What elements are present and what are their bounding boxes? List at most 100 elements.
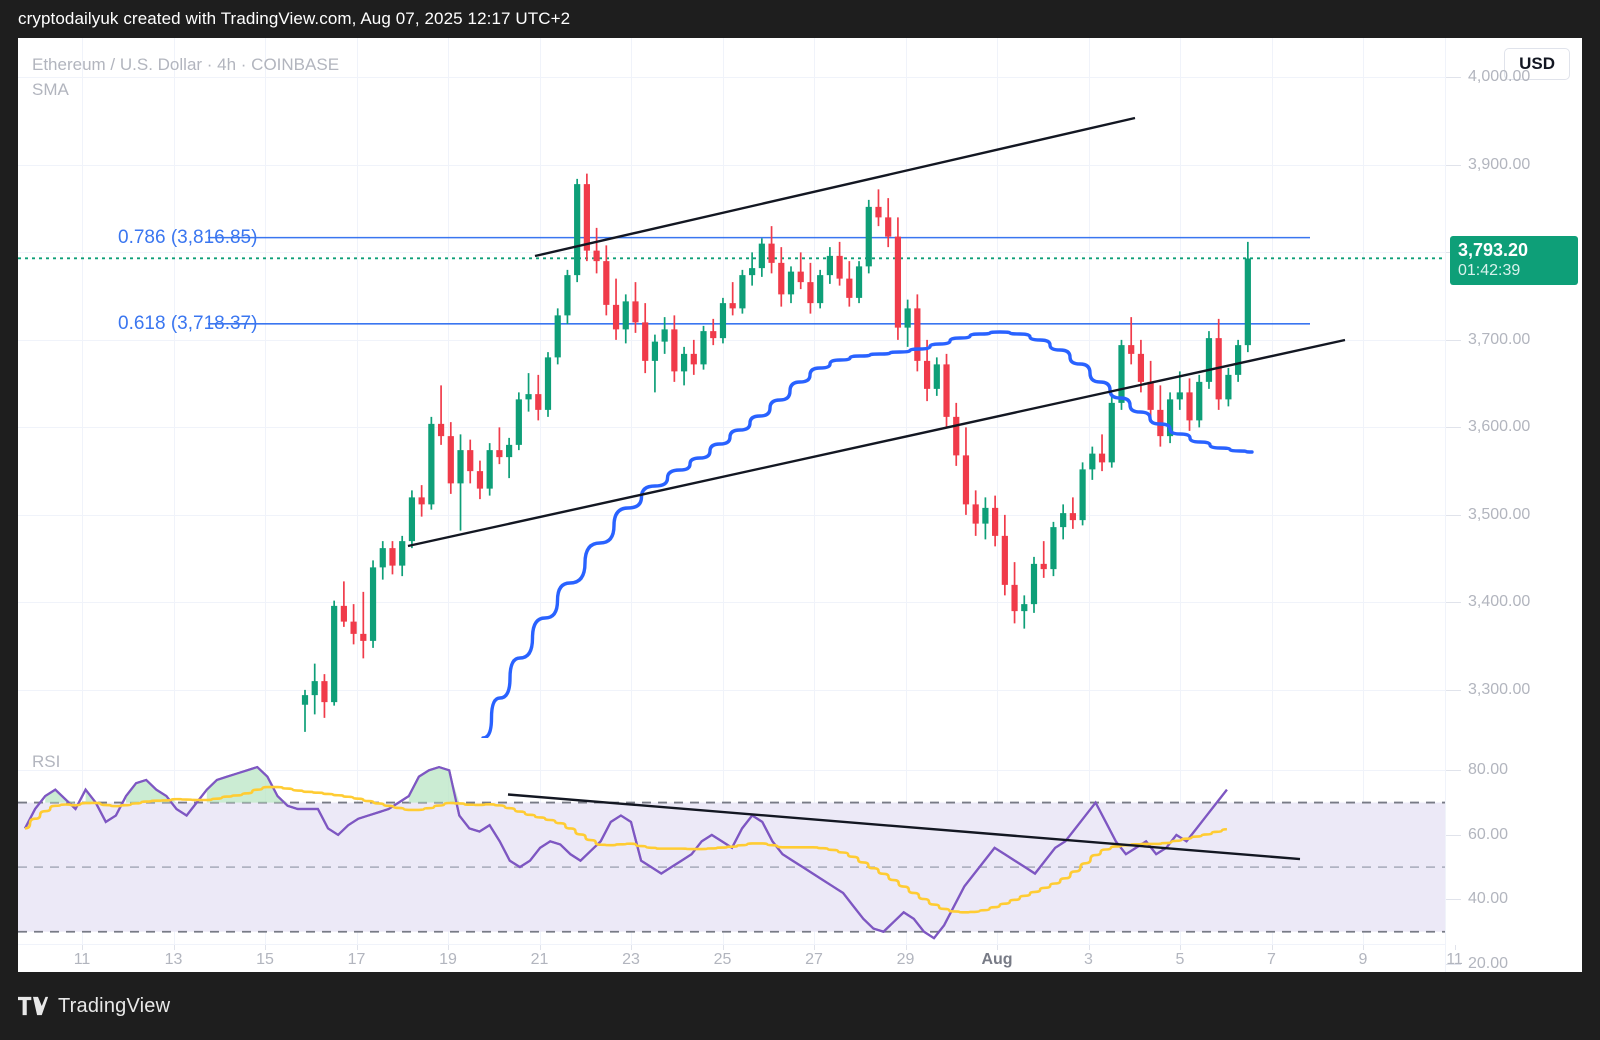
sma-line bbox=[481, 330, 1254, 738]
candle-body bbox=[564, 275, 571, 316]
candle-body bbox=[1050, 527, 1057, 570]
candle-body bbox=[593, 250, 600, 262]
grid-line-vertical bbox=[1088, 38, 1090, 944]
grid-line-vertical bbox=[1271, 38, 1273, 944]
time-scale-tick-label: 11 bbox=[1446, 951, 1463, 968]
tradingview-logo-icon bbox=[18, 995, 48, 1017]
candle-body bbox=[865, 206, 872, 267]
candle-body bbox=[1128, 345, 1135, 354]
grid-line-vertical bbox=[997, 38, 998, 944]
candle-body bbox=[962, 455, 970, 505]
time-scale-tick-label: 7 bbox=[1267, 951, 1276, 968]
rsi-line-top bbox=[24, 765, 1228, 940]
time-scale-tick-mark bbox=[1271, 945, 1273, 950]
fib-level-label[interactable]: 0.618 (3,718.37) bbox=[118, 312, 258, 334]
time-scale-tick-label: 5 bbox=[1175, 951, 1185, 968]
candle-body bbox=[331, 605, 338, 703]
candle-body bbox=[486, 450, 493, 489]
chart-frame: 0.786 (3,816.85) 0.618 (3,718.37) RSI Eth… bbox=[18, 38, 1582, 972]
candle-body bbox=[554, 315, 561, 358]
price-scale-tick-mark bbox=[1446, 515, 1461, 516]
time-scale-tick-label: 11 bbox=[73, 951, 91, 968]
time-scale-tick-mark bbox=[448, 945, 449, 950]
rsi-scale-tick-mark bbox=[1446, 835, 1461, 836]
fib-level-label[interactable]: 0.786 (3,816.85) bbox=[118, 226, 258, 248]
last-price-value: 3,793.20 bbox=[1458, 240, 1529, 261]
candle-body bbox=[1147, 381, 1154, 410]
candle-body bbox=[360, 633, 367, 641]
candle-body bbox=[826, 255, 833, 276]
candle-body bbox=[680, 353, 688, 372]
time-scale-tick-mark bbox=[905, 945, 907, 950]
candle-body bbox=[1225, 374, 1232, 400]
candle-body bbox=[1069, 513, 1076, 521]
chart-legend: Ethereum / U.S. Dollar · 4h · COINBASE S… bbox=[32, 52, 339, 102]
price-pane[interactable] bbox=[18, 38, 1445, 738]
candle-body bbox=[350, 621, 357, 634]
grid-line-vertical bbox=[82, 38, 83, 944]
time-scale-tick-mark bbox=[722, 945, 724, 950]
rsi-moving-average-line bbox=[24, 785, 1227, 914]
candle-body bbox=[671, 329, 678, 372]
price-scale-tick: 3,400.00 bbox=[1468, 593, 1531, 611]
trendline-lower-channel bbox=[407, 338, 1346, 548]
candle-body bbox=[700, 331, 707, 365]
time-scale-tick-label: Aug bbox=[981, 951, 1013, 968]
candle-body bbox=[311, 681, 318, 696]
rsi-series-overlay bbox=[18, 765, 1445, 940]
legend-symbol-line[interactable]: Ethereum / U.S. Dollar · 4h · COINBASE bbox=[32, 55, 340, 74]
candle-body bbox=[408, 497, 416, 542]
grid-line-horizontal bbox=[18, 515, 1445, 516]
time-scale-tick-label: 9 bbox=[1358, 951, 1368, 968]
candle-body bbox=[797, 271, 804, 283]
candle-body bbox=[496, 450, 503, 458]
price-scale-tick: 3,700.00 bbox=[1468, 330, 1531, 348]
candle-body bbox=[1108, 402, 1115, 463]
candle-body bbox=[651, 341, 659, 361]
candle-body bbox=[807, 282, 814, 304]
legend-indicator-sma[interactable]: SMA bbox=[32, 80, 69, 99]
candle-body bbox=[1235, 345, 1242, 375]
rsi-scale-tick-mark bbox=[1446, 964, 1461, 965]
candle-body bbox=[817, 275, 824, 304]
candle-body bbox=[846, 278, 853, 298]
price-scale-tick: 3,600.00 bbox=[1468, 418, 1531, 436]
tradingview-brand-label: TradingView bbox=[58, 994, 171, 1017]
time-scale-tick-label: 29 bbox=[896, 951, 915, 968]
candle-body bbox=[923, 360, 931, 389]
candle-body bbox=[369, 567, 377, 641]
candle-body bbox=[428, 423, 435, 505]
price-scale-tick-mark bbox=[1446, 165, 1461, 166]
grid-line-vertical bbox=[1180, 38, 1181, 944]
candle-body bbox=[1030, 563, 1038, 605]
candle-body bbox=[768, 243, 775, 263]
grid-line-vertical bbox=[539, 38, 541, 944]
candle-body bbox=[758, 243, 765, 269]
time-scale-tick-label: 19 bbox=[439, 951, 457, 968]
candle-body bbox=[992, 507, 999, 536]
grid-line-vertical bbox=[722, 38, 724, 944]
price-scale[interactable]: USD 4,000.003,900.003,800.003,700.003,60… bbox=[1445, 38, 1582, 972]
currency-badge[interactable]: USD bbox=[1504, 48, 1570, 80]
candle-body bbox=[389, 548, 396, 566]
candle-body bbox=[574, 184, 581, 276]
last-price-badge[interactable]: 3,793.20 01:42:39 bbox=[1450, 236, 1578, 286]
price-series-overlay bbox=[18, 116, 1445, 738]
time-scale[interactable]: 11 13 15 17 19 21 23 25 27 29 Aug 3 5 7 9 11 bbox=[18, 944, 1463, 972]
candle-body bbox=[1011, 584, 1018, 612]
rsi-pane[interactable]: RSI bbox=[18, 738, 1445, 964]
attribution-bar: cryptodailyuk created with TradingView.c… bbox=[0, 0, 1600, 38]
time-scale-tick-mark bbox=[265, 945, 266, 950]
price-scale-tick: 4,000.00 bbox=[1468, 68, 1531, 86]
time-scale-tick-mark bbox=[539, 945, 541, 950]
rsi-scale-tick: 40.00 bbox=[1468, 890, 1509, 908]
candle-body bbox=[467, 450, 474, 472]
time-scale-tick-mark bbox=[173, 945, 175, 950]
candle-body bbox=[447, 436, 454, 484]
candle-body bbox=[739, 275, 746, 309]
price-scale-tick: 3,300.00 bbox=[1468, 680, 1531, 698]
candle-body bbox=[787, 271, 795, 295]
candle-body bbox=[972, 504, 979, 524]
price-scale-tick-mark bbox=[1446, 340, 1461, 341]
